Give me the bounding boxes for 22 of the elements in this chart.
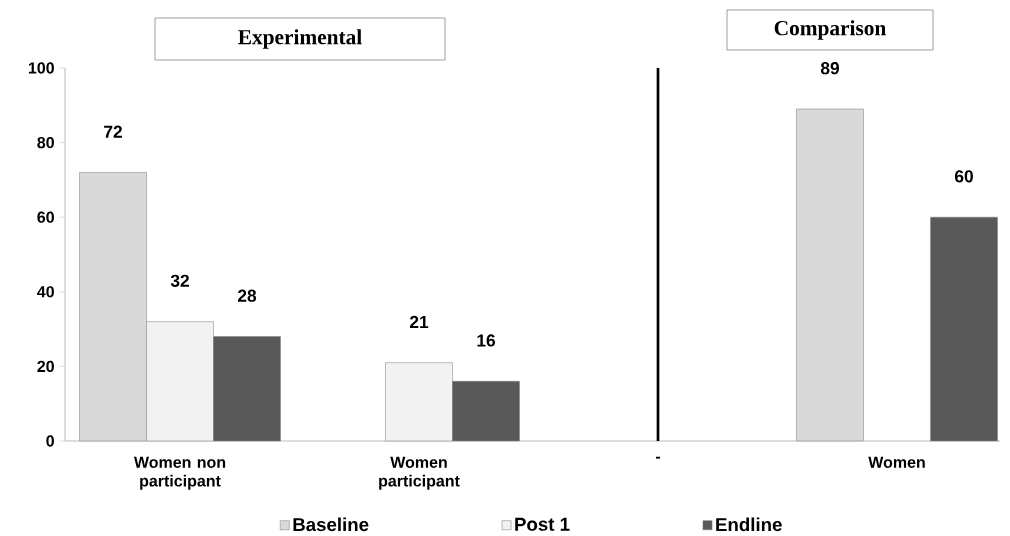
y-tick-label: 80: [37, 136, 54, 149]
data-label: 28: [237, 289, 257, 302]
data-label: 16: [477, 334, 496, 347]
data-label: 89: [820, 62, 839, 75]
y-tick-label: 40: [37, 286, 54, 298]
text: Comparison: [774, 20, 886, 40]
data-label: 60: [954, 170, 973, 183]
text: Experimental: [238, 29, 362, 49]
legend-label: Baseline: [293, 517, 369, 532]
x-tick-label: Women non participant: [133, 456, 226, 490]
legend-label: Endline: [716, 517, 782, 532]
x-tick-label: Women participant: [379, 456, 460, 490]
data-label: 21: [409, 315, 429, 328]
x-tick-label: Women: [868, 456, 925, 468]
data-label: 32: [170, 274, 189, 287]
y-tick-label: 20: [37, 360, 54, 373]
data-label: 72: [104, 125, 122, 138]
y-tick-label: 0: [46, 435, 54, 447]
y-tick-label: 60: [37, 211, 54, 223]
legend-label: Post 1: [515, 517, 570, 531]
y-tick-label: 100: [28, 62, 54, 74]
x-tick-label: -: [655, 456, 661, 459]
